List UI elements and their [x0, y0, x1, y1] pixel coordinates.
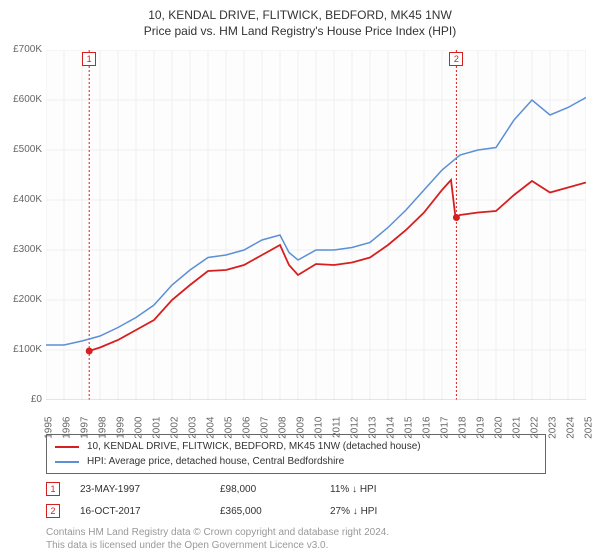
x-tick-label: 2024 — [566, 417, 577, 447]
legend-swatch-blue — [55, 461, 79, 463]
x-tick-label: 2023 — [548, 417, 559, 447]
chart-container: 10, KENDAL DRIVE, FLITWICK, BEDFORD, MK4… — [0, 0, 600, 560]
event-row: 1 23-MAY-1997 £98,000 11% ↓ HPI — [46, 478, 450, 500]
event-date: 23-MAY-1997 — [80, 484, 220, 495]
y-tick-label: £200K — [2, 294, 42, 305]
events-table: 1 23-MAY-1997 £98,000 11% ↓ HPI 2 16-OCT… — [46, 478, 450, 522]
chart-svg — [46, 50, 586, 400]
y-tick-label: £0 — [2, 394, 42, 405]
y-tick-label: £400K — [2, 194, 42, 205]
event-pct: 27% ↓ HPI — [330, 506, 450, 517]
y-tick-label: £100K — [2, 344, 42, 355]
x-axis-labels: 1995199619971998199920002001200220032004… — [46, 402, 586, 432]
event-row: 2 16-OCT-2017 £365,000 27% ↓ HPI — [46, 500, 450, 522]
chart-event-label: 2 — [449, 52, 463, 66]
event-price: £98,000 — [220, 484, 330, 495]
title-block: 10, KENDAL DRIVE, FLITWICK, BEDFORD, MK4… — [0, 0, 600, 38]
event-marker-2: 2 — [46, 504, 60, 518]
legend-swatch-red — [55, 446, 79, 448]
event-pct: 11% ↓ HPI — [330, 484, 450, 495]
event-num: 1 — [50, 484, 55, 494]
event-num: 2 — [50, 506, 55, 516]
legend-row: HPI: Average price, detached house, Cent… — [55, 454, 537, 469]
legend-box: 10, KENDAL DRIVE, FLITWICK, BEDFORD, MK4… — [46, 434, 546, 474]
y-tick-label: £700K — [2, 44, 42, 55]
title-main: 10, KENDAL DRIVE, FLITWICK, BEDFORD, MK4… — [0, 8, 600, 22]
event-marker-1: 1 — [46, 482, 60, 496]
y-tick-label: £600K — [2, 94, 42, 105]
chart-event-label: 1 — [82, 52, 96, 66]
legend-row: 10, KENDAL DRIVE, FLITWICK, BEDFORD, MK4… — [55, 439, 537, 454]
footer-attribution: Contains HM Land Registry data © Crown c… — [46, 526, 389, 552]
title-sub: Price paid vs. HM Land Registry's House … — [0, 24, 600, 38]
y-tick-label: £500K — [2, 144, 42, 155]
footer-line1: Contains HM Land Registry data © Crown c… — [46, 526, 389, 539]
x-tick-label: 2025 — [584, 417, 595, 447]
footer-line2: This data is licensed under the Open Gov… — [46, 539, 389, 552]
event-price: £365,000 — [220, 506, 330, 517]
legend-label: 10, KENDAL DRIVE, FLITWICK, BEDFORD, MK4… — [87, 441, 421, 452]
y-tick-label: £300K — [2, 244, 42, 255]
event-date: 16-OCT-2017 — [80, 506, 220, 517]
chart-plot-area — [46, 50, 586, 400]
legend-label: HPI: Average price, detached house, Cent… — [87, 456, 344, 467]
